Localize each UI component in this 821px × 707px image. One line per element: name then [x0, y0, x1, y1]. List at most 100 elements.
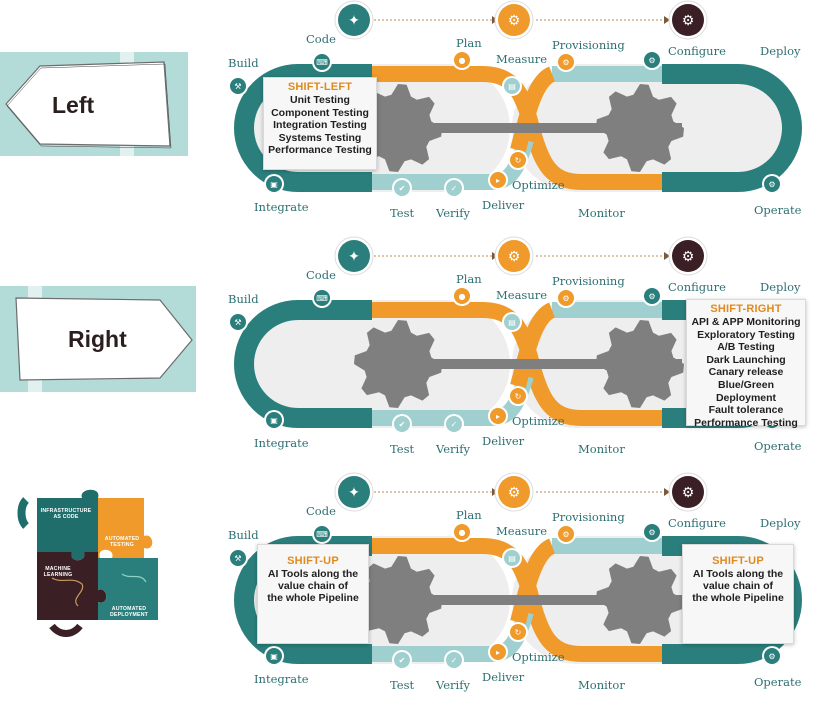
shift-right-item: Blue/Green Deployment [715, 378, 777, 404]
svg-text:⚒: ⚒ [234, 318, 241, 327]
optimize-icon: ↻ [508, 386, 528, 406]
svg-text:✓: ✓ [451, 420, 458, 429]
shift-up-title: SHIFT-UP [287, 555, 339, 567]
plan-icon: ● [452, 286, 472, 306]
measure-icon: ▤ [502, 312, 522, 332]
operate-icon: ⚙ [762, 174, 782, 194]
svg-text:⚙: ⚙ [768, 652, 775, 661]
stage-label-provisioning: Provisioning [552, 38, 625, 52]
stage-label-plan: Plan [456, 508, 482, 522]
shift-right-item: API & APP Monitoring [691, 316, 801, 328]
right-sign: Right [0, 286, 196, 392]
configure-icon: ⚙ [642, 286, 662, 306]
stage-label-measure: Measure [496, 288, 548, 302]
stage-label-operate: Operate [754, 203, 802, 217]
deliver-icon: ▸ [488, 170, 508, 190]
stage-label-code: Code [306, 504, 336, 518]
puzzle-infra-label: INFRASTRUCTURE AS CODE [40, 508, 92, 520]
svg-text:⚙: ⚙ [508, 485, 521, 501]
shift-left-item: Performance Testing [268, 144, 372, 157]
test-icon: ✔ [392, 178, 412, 198]
puzzle-deployment-label: AUTOMATED DEPLOYMENT [109, 606, 149, 618]
code-icon: ⌨ [312, 524, 332, 544]
shift-up-line: the whole Pipeline [692, 592, 784, 604]
gear-left [354, 320, 442, 408]
svg-text:✔: ✔ [399, 656, 406, 665]
right-sign-label: Right [68, 326, 127, 352]
svg-text:✓: ✓ [451, 656, 458, 665]
gear-right [596, 320, 684, 408]
left-sign-graphic [0, 52, 188, 156]
optimize-icon: ↻ [508, 622, 528, 642]
right-sign-graphic [0, 286, 196, 392]
configure-circle-icon: ⚙ [668, 472, 708, 512]
verify-icon: ✓ [444, 414, 464, 434]
stage-label-deploy: Deploy [760, 516, 801, 530]
stage-label-integrate: Integrate [254, 436, 309, 450]
test-icon: ✔ [392, 414, 412, 434]
svg-text:⌨: ⌨ [316, 294, 328, 303]
svg-text:⚙: ⚙ [682, 13, 695, 29]
stage-label-optimize: Optimize [512, 650, 565, 664]
svg-text:●: ● [459, 56, 466, 65]
stage-label-measure: Measure [496, 52, 548, 66]
svg-text:⚙: ⚙ [648, 292, 655, 301]
svg-text:▸: ▸ [496, 648, 500, 657]
stage-label-deliver: Deliver [482, 198, 525, 212]
axle [362, 595, 682, 605]
stage-label-configure: Configure [668, 516, 726, 530]
stage-label-build: Build [228, 292, 259, 306]
shift-right-item: A/B Testing [717, 341, 775, 354]
stage-label-verify: Verify [436, 206, 470, 220]
shift-up-title: SHIFT-UP [712, 555, 764, 567]
shift-right-item: Dark Launching [706, 353, 786, 366]
stage-label-deliver: Deliver [482, 434, 525, 448]
plan-icon: ● [452, 50, 472, 70]
flow-arrow-head [664, 252, 670, 260]
stage-label-monitor: Monitor [578, 442, 625, 456]
configure-icon: ⚙ [642, 50, 662, 70]
svg-text:✦: ✦ [348, 13, 360, 29]
svg-text:⚙: ⚙ [768, 180, 775, 189]
operate-icon: ⚙ [762, 646, 782, 666]
stage-label-configure: Configure [668, 44, 726, 58]
deliver-icon: ▸ [488, 642, 508, 662]
shift-right-item: Canary release [708, 366, 784, 379]
gear-right [596, 84, 684, 172]
pipeline-bottom: ✦ ⚙ ⚙ ⚒ ⌨ ● ▤ ⚙ ⚙ ▣ ✔ ✓ ▸ ↻ ⚙ Build Code Plan Measure Provi… [222, 472, 821, 701]
build-icon: ⚒ [228, 312, 248, 332]
stage-label-configure: Configure [668, 280, 726, 294]
svg-text:⚙: ⚙ [648, 528, 655, 537]
shift-left-box: SHIFT-LEFT Unit Testing Component Testin… [263, 77, 377, 170]
svg-text:⚙: ⚙ [682, 485, 695, 501]
svg-text:⚙: ⚙ [562, 58, 569, 67]
shift-left-item: Component Testing [271, 106, 369, 119]
test-icon: ✔ [392, 650, 412, 670]
loop-right-band [662, 64, 802, 192]
stage-label-test: Test [390, 678, 415, 692]
svg-text:▸: ▸ [496, 412, 500, 421]
svg-text:⚙: ⚙ [562, 530, 569, 539]
deliver-icon: ▸ [488, 406, 508, 426]
stage-label-deploy: Deploy [760, 280, 801, 294]
svg-text:⚙: ⚙ [562, 294, 569, 303]
build-icon: ⚒ [228, 76, 248, 96]
stage-label-code: Code [306, 32, 336, 46]
shift-right-item: Exploratory Testing [697, 328, 795, 341]
svg-text:▣: ▣ [270, 416, 278, 425]
shift-right-item: Fault tolerance [708, 404, 784, 417]
stage-label-monitor: Monitor [578, 678, 625, 692]
optimize-icon: ↻ [508, 150, 528, 170]
svg-text:▤: ▤ [508, 82, 516, 91]
configure-circle-icon: ⚙ [668, 236, 708, 276]
left-sign: Left [0, 52, 188, 156]
shift-up-box-left: SHIFT-UP AI Tools along the value chain … [257, 544, 369, 644]
stage-label-plan: Plan [456, 36, 482, 50]
plan-icon: ● [452, 522, 472, 542]
plan-circle-icon: ⚙ [494, 472, 534, 512]
svg-text:▤: ▤ [508, 554, 516, 563]
svg-text:▸: ▸ [496, 176, 500, 185]
verify-icon: ✓ [444, 650, 464, 670]
code-circle-icon: ✦ [334, 236, 374, 276]
puzzle-pieces [17, 489, 158, 637]
